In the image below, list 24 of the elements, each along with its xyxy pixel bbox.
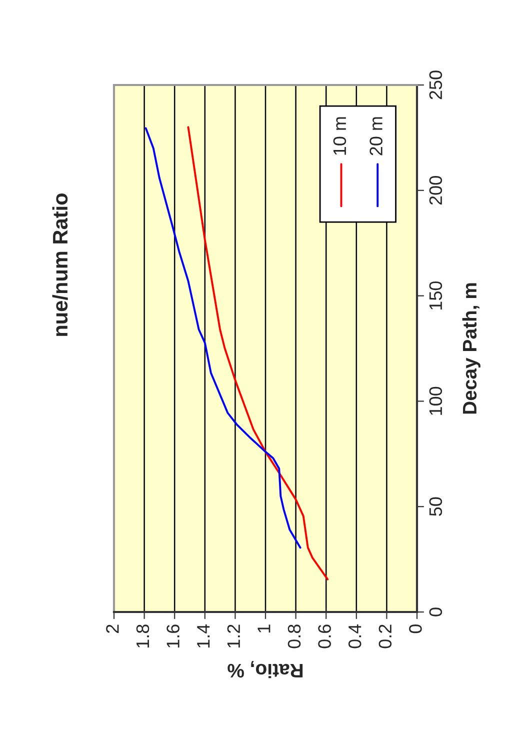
text: 10 m — [333, 117, 346, 155]
x-tick-label: 1.4 — [197, 624, 210, 648]
line-series — [144, 127, 302, 549]
y-tick-label: 200 — [429, 176, 442, 205]
x-tick-label: 0.8 — [288, 624, 301, 648]
x-tick-label: 0.2 — [378, 624, 392, 648]
text: 20 m — [370, 117, 382, 156]
line-series — [187, 126, 329, 580]
x-axis-title: Ratio, % — [228, 661, 303, 678]
text: nue/num Ratio — [52, 193, 68, 336]
y-tick-label: 0 — [429, 608, 442, 616]
y-tick-label: 100 — [429, 386, 442, 415]
x-tick-label: 1.8 — [136, 624, 150, 648]
x-tick-label: 1.6 — [166, 624, 180, 648]
x-tick-label: 2 — [106, 624, 119, 633]
y-tick-label: 50 — [429, 497, 442, 516]
y-tick-label: 150 — [429, 281, 442, 310]
x-tick-label: 0.4 — [348, 624, 362, 648]
y-tick-label: 250 — [429, 70, 442, 100]
x-tick-label: 1.2 — [227, 624, 240, 648]
x-tick-label: 1 — [258, 624, 270, 632]
y-axis-title: Decay Path, m — [462, 283, 480, 414]
x-tick-label: 0 — [409, 624, 422, 634]
x-tick-label: 0.6 — [318, 624, 331, 648]
